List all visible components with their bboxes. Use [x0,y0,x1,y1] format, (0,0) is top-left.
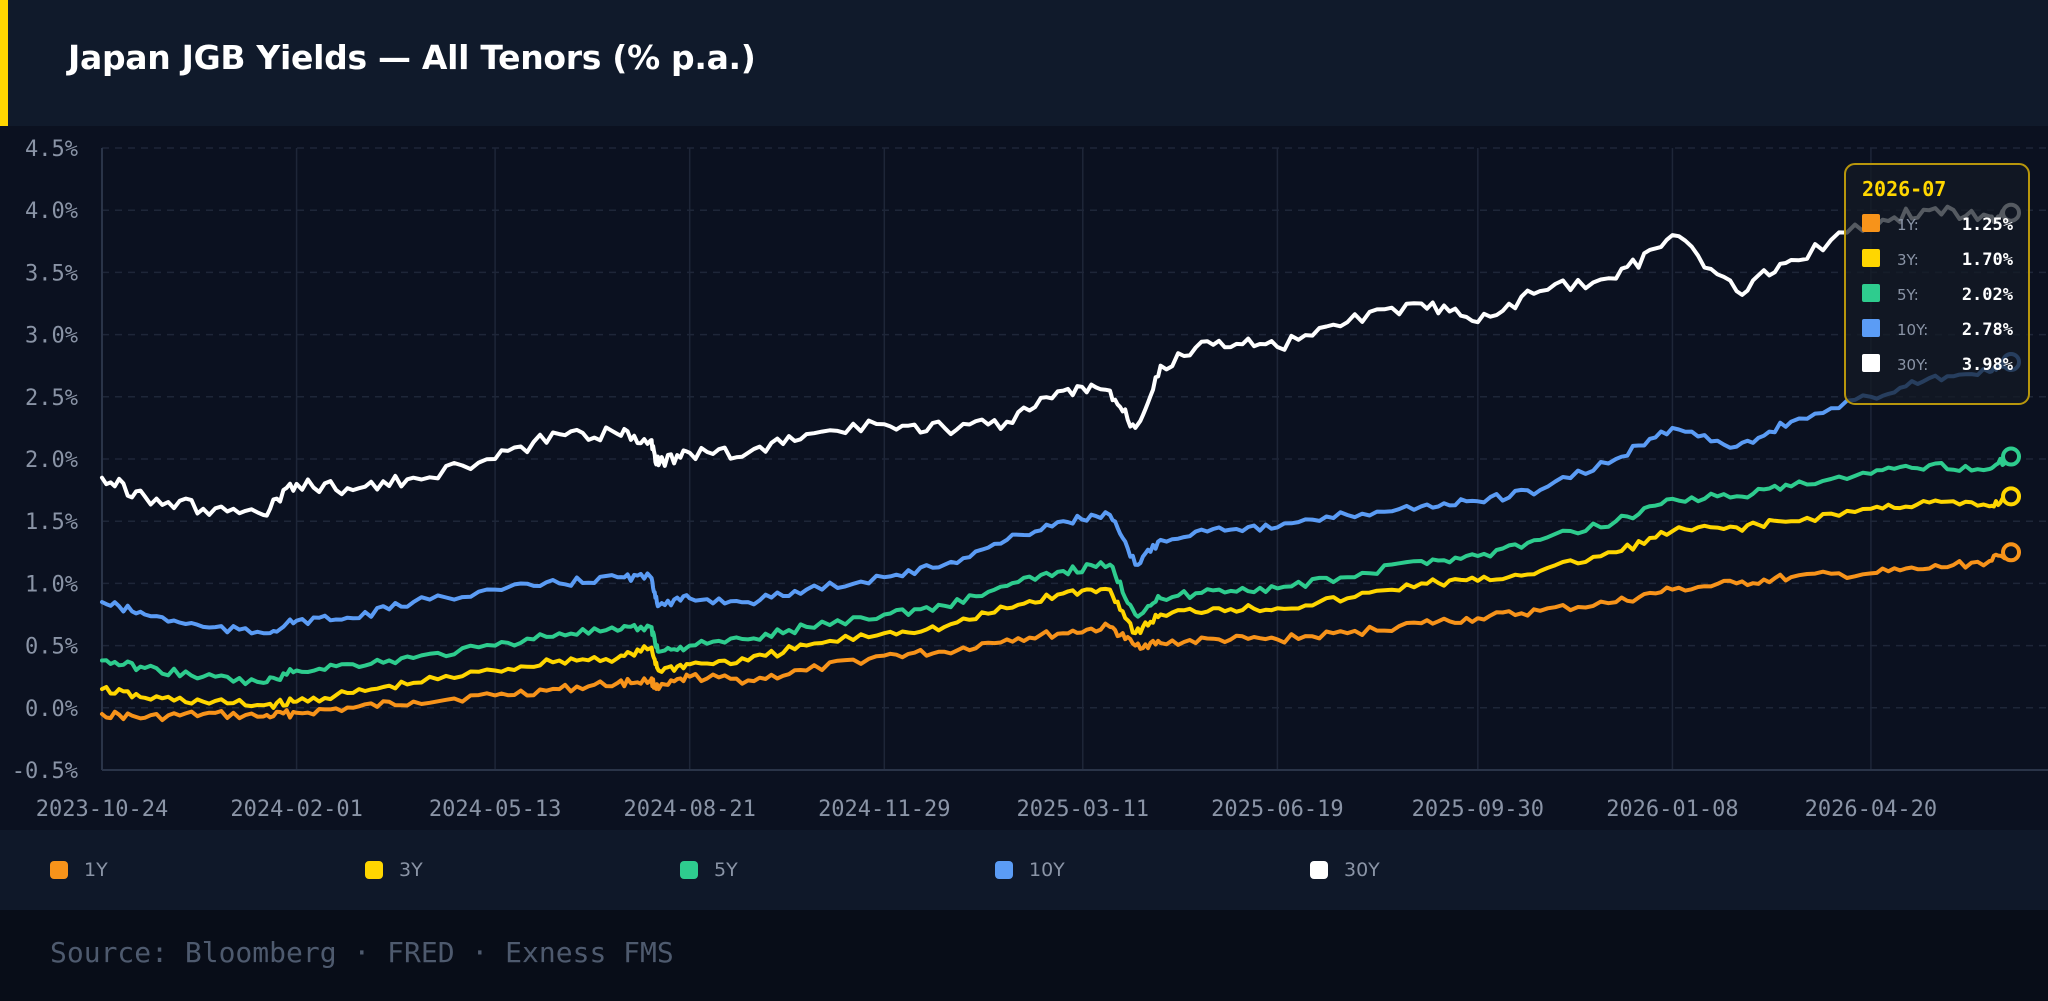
legend-swatch-10y [995,861,1013,879]
chart-header: Japan JGB Yields — All Tenors (% p.a.) [0,0,2048,127]
x-tick-label: 2025-09-30 [1412,797,1544,822]
y-tick-label: -0.5% [12,759,78,784]
x-tick-label: 2026-04-20 [1805,797,1937,822]
x-tick-label: 2025-06-19 [1211,797,1343,822]
tooltip-swatch [1862,249,1880,267]
tooltip-box [1844,163,2030,405]
series-line-1y [100,548,2013,723]
series-line-30y [100,204,2013,518]
tooltip-series-value: 2.78% [1962,320,2014,340]
tooltip-date: 2026-07 [1862,177,1946,201]
series-endpoint-1y [2001,542,2022,563]
tooltip-series-label: 5Y: [1897,286,1919,304]
legend-swatch-1y [50,861,68,879]
x-tick-label: 2024-11-29 [818,797,950,822]
tooltip-swatch [1862,319,1880,337]
series-line-5y [100,454,2013,687]
y-tick-label: 0.5% [25,635,78,660]
x-tick-label: 2023-10-24 [36,797,168,822]
y-tick-label: 1.0% [25,572,78,597]
tooltip-swatch [1862,354,1880,372]
legend-label-30y: 30Y [1344,859,1380,881]
series-endpoint-3y [2001,486,2022,507]
chart-title: Japan JGB Yields — All Tenors (% p.a.) [68,38,756,77]
legend-label-1y: 1Y [84,859,108,881]
x-tick-label: 2024-02-01 [230,797,362,822]
legend-item-5y[interactable]: 5Y [680,856,738,884]
y-tick-label: 4.0% [25,199,78,224]
x-tick-label: 2024-08-21 [623,797,755,822]
series-line-3y [100,494,2013,710]
legend-swatch-5y [680,861,698,879]
tooltip-series-value: 3.98% [1962,355,2014,375]
y-tick-label: 1.5% [25,510,78,535]
y-tick-label: 3.5% [25,261,78,286]
accent-bar [0,0,8,126]
legend-label-5y: 5Y [714,859,738,881]
x-tick-label: 2026-01-08 [1606,797,1738,822]
legend: 1Y 3Y 5Y 10Y 30Y [0,830,2048,910]
tooltip-series-value: 1.25% [1962,215,2014,235]
legend-label-10y: 10Y [1029,859,1065,881]
tooltip-series-label: 1Y: [1897,216,1919,234]
series-endpoint-5y [2001,446,2022,467]
legend-item-30y[interactable]: 30Y [1310,856,1380,884]
x-tick-label: 2025-03-11 [1017,797,1149,822]
legend-swatch-30y [1310,861,1328,879]
legend-item-10y[interactable]: 10Y [995,856,1065,884]
y-tick-label: 2.0% [25,448,78,473]
x-tick-label: 2024-05-13 [429,797,561,822]
legend-item-3y[interactable]: 3Y [365,856,423,884]
footer: Source: Bloomberg · FRED · Exness FMS [0,910,2048,1001]
y-tick-label: 0.0% [25,697,78,722]
tooltip-series-value: 1.70% [1962,250,2014,270]
source-note: Source: Bloomberg · FRED · Exness FMS [50,936,674,969]
tooltip-series-value: 2.02% [1962,285,2014,305]
y-tick-label: 4.5% [25,137,78,162]
tooltip-swatch [1862,284,1880,302]
legend-label-3y: 3Y [399,859,423,881]
legend-swatch-3y [365,861,383,879]
series-line-10y [100,360,2013,636]
legend-item-1y[interactable]: 1Y [50,856,108,884]
tooltip-swatch [1862,214,1880,232]
y-tick-label: 3.0% [25,324,78,349]
tooltip-series-label: 10Y: [1897,321,1928,339]
tooltip-series-label: 30Y: [1897,356,1928,374]
y-tick-label: 2.5% [25,386,78,411]
tooltip-series-label: 3Y: [1897,251,1919,269]
line-chart[interactable]: 4.5% 4.0% 3.5% 3.0% 2.5% 2.0% 1.5% 1.0% 0.5% 0.0%… [0,126,2048,830]
